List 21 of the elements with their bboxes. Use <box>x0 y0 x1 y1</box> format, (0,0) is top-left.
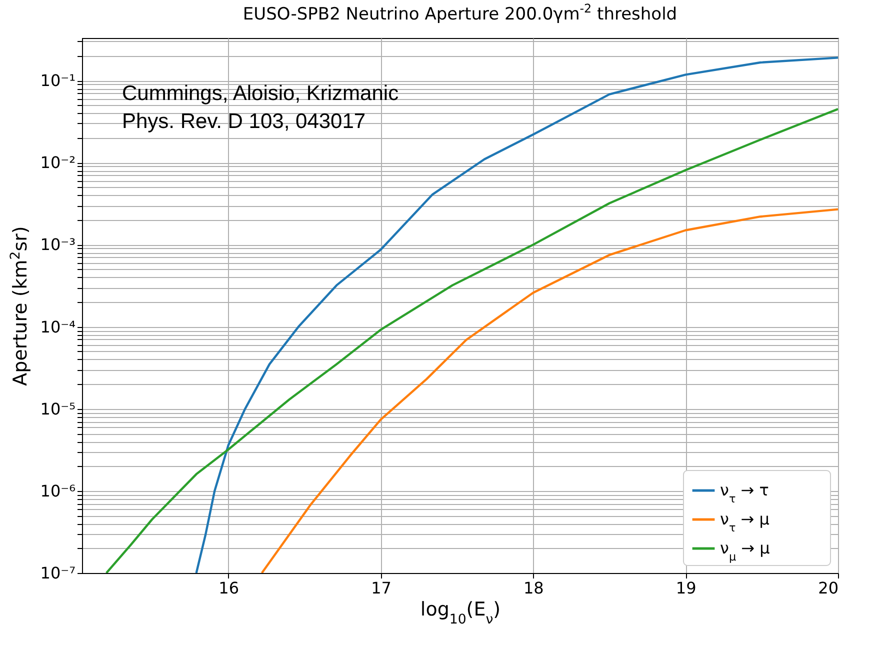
line-series <box>260 208 838 573</box>
y-tick-label: 10⁻⁴ <box>40 317 76 336</box>
x-tick-label: 19 <box>676 578 696 598</box>
annotation: Phys. Rev. D 103, 043017 <box>122 110 366 133</box>
legend-label: ν$_{τ}$ → μ <box>720 510 770 534</box>
x-axis-title: log$_{10}$(E$_{ν}$) <box>420 598 501 627</box>
annotation: Cummings, Aloisio, Krizmanic <box>122 82 399 105</box>
legend-label: ν$_{μ}$ → μ <box>720 538 770 563</box>
x-tick-label: 18 <box>523 578 544 598</box>
x-tick-label: 17 <box>371 578 392 598</box>
x-tick-label: 20 <box>818 578 838 598</box>
y-tick-label: 10⁻¹ <box>40 71 76 90</box>
y-tick-label: 10⁻³ <box>40 235 76 254</box>
x-tick-label: 16 <box>218 578 239 598</box>
line-series <box>105 108 838 573</box>
y-tick-label: 10⁻⁵ <box>40 399 76 418</box>
y-tick-label: 10⁻⁶ <box>40 481 76 500</box>
chart-title: EUSO-SPB2 Neutrino Aperture 200.0γm$^{-2}$ threshold <box>242 1 678 24</box>
legend-label: ν$_{τ}$ → τ <box>720 480 769 505</box>
y-tick-label: 10⁻² <box>40 153 76 172</box>
y-tick-label: 10⁻⁷ <box>40 564 76 582</box>
